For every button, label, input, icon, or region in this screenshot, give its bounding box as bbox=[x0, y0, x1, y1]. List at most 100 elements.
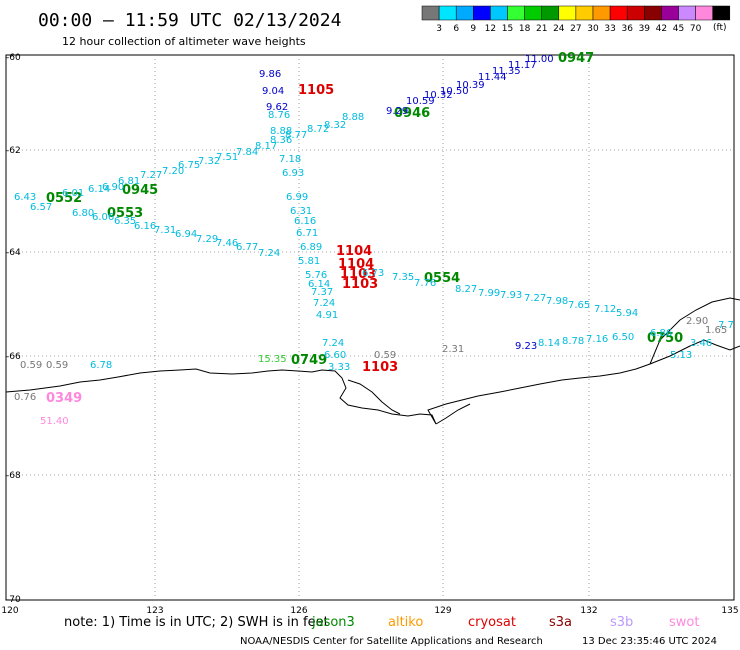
legend-swot: swot bbox=[669, 615, 699, 630]
colorbar-tick-label: 6 bbox=[453, 24, 459, 34]
wave-height-value: 6.43 bbox=[14, 192, 36, 203]
time-label: 1103 bbox=[340, 267, 376, 282]
lat-label: -62 bbox=[6, 146, 21, 156]
colorbar-tick-label: 36 bbox=[621, 24, 633, 34]
wave-height-value: 9.23 bbox=[515, 341, 537, 352]
time-label: 0750 bbox=[647, 331, 683, 346]
wave-height-value: 6.78 bbox=[90, 360, 112, 371]
wave-height-value: 7.76 bbox=[414, 278, 436, 289]
colorbar-tick-label: 18 bbox=[519, 24, 531, 34]
wave-height-value: 10.39 bbox=[456, 80, 485, 91]
wave-height-value: 7.27 bbox=[140, 170, 162, 181]
colorbar-swatch bbox=[575, 5, 594, 21]
wave-height-value: 11.00 bbox=[525, 54, 554, 65]
wave-height-value: 0.59 bbox=[374, 350, 396, 361]
lon-label: 132 bbox=[580, 606, 597, 616]
wave-height-value: 5.81 bbox=[298, 256, 320, 267]
wave-height-value: 5.94 bbox=[616, 308, 638, 319]
colorbar-swatch bbox=[678, 5, 696, 21]
colorbar-tick-label: 45 bbox=[673, 24, 684, 34]
wave-height-value: 8.32 bbox=[324, 120, 346, 131]
time-label: 0552 bbox=[46, 191, 82, 206]
wave-height-value: 9.04 bbox=[262, 86, 284, 97]
graticule bbox=[6, 55, 734, 600]
wave-height-value: 7.37 bbox=[311, 287, 333, 298]
colorbar-tick-label: 30 bbox=[587, 24, 599, 34]
wave-height-value: 6.73 bbox=[362, 268, 384, 279]
wave-height-value: 0.59 bbox=[20, 360, 42, 371]
wave-height-value: 9.86 bbox=[259, 69, 281, 80]
wave-height-value: 6.60 bbox=[324, 350, 346, 361]
wave-height-value: 4.91 bbox=[316, 310, 338, 321]
satellite-legend: jason3 altiko cryosat s3a s3b swot bbox=[311, 615, 699, 630]
wave-height-value: 6.94 bbox=[175, 229, 197, 240]
wave-height-value: 7.24 bbox=[322, 338, 344, 349]
wave-height-value: 8.78 bbox=[562, 336, 584, 347]
lon-label: 126 bbox=[290, 606, 307, 616]
wave-height-value: 10.32 bbox=[424, 90, 453, 101]
wave-height-value: 6.71 bbox=[296, 228, 318, 239]
wave-height-value: 8.76 bbox=[268, 110, 290, 121]
wave-height-value: 2.90 bbox=[686, 316, 708, 327]
colorbar-tick-label: 9 bbox=[470, 24, 476, 34]
wave-height-value: 7.31 bbox=[154, 225, 176, 236]
time-label: 1103 bbox=[342, 277, 378, 292]
colorbar-swatch bbox=[695, 5, 713, 21]
wave-height-value: 7.27 bbox=[524, 293, 546, 304]
colorbar-swatch bbox=[438, 5, 457, 21]
wave-height-value: 6.31 bbox=[290, 206, 312, 217]
footer-note: note: 1) Time is in UTC; 2) SWH is in fe… bbox=[64, 615, 329, 630]
wave-height-value: 6.14 bbox=[308, 279, 330, 290]
colorbar-unit: (ft) bbox=[713, 23, 727, 33]
colorbar-tick-label: 12 bbox=[485, 24, 496, 34]
wave-height-value: 51.40 bbox=[40, 416, 69, 427]
wave-height-value: 1.65 bbox=[705, 325, 727, 336]
wave-height-value: 11.44 bbox=[478, 72, 507, 83]
wave-height-value: 6.99 bbox=[286, 192, 308, 203]
wave-height-value: 7.84 bbox=[236, 147, 258, 158]
wave-height-value: 8.88 bbox=[342, 112, 364, 123]
map-subtitle: 12 hour collection of altimeter wave hei… bbox=[62, 35, 306, 48]
wave-height-value: 6.90 bbox=[102, 182, 124, 193]
lat-label: -66 bbox=[6, 352, 21, 362]
time-label: 1105 bbox=[298, 83, 334, 98]
colorbar-swatch bbox=[421, 5, 440, 21]
wave-height-value: 7.24 bbox=[258, 248, 280, 259]
wave-height-value: 6.89 bbox=[300, 242, 322, 253]
wave-height-value: 7.24 bbox=[313, 298, 335, 309]
colorbar-tick-label: 21 bbox=[536, 24, 547, 34]
legend-s3a: s3a bbox=[549, 615, 572, 630]
colorbar-swatch bbox=[644, 5, 662, 21]
time-label: 0554 bbox=[424, 271, 460, 286]
footer-credit: NOAA/NESDIS Center for Satellite Applica… bbox=[240, 636, 543, 647]
wave-height-value: 6.80 bbox=[72, 208, 94, 219]
wave-height-values: 11.0011.1711.3511.4410.3910.5010.3210.59… bbox=[14, 54, 734, 427]
colorbar-tick-label: 33 bbox=[604, 24, 615, 34]
colorbar-swatch bbox=[592, 5, 611, 21]
wave-height-value: 6.77 bbox=[236, 242, 258, 253]
wave-height-value: 7.93 bbox=[500, 290, 522, 301]
wave-height-value: 7.99 bbox=[478, 288, 500, 299]
wave-height-value: 7.35 bbox=[392, 272, 414, 283]
lat-label: -68 bbox=[6, 471, 21, 481]
wave-height-value: 6.06 bbox=[92, 212, 114, 223]
wave-height-value: 7.29 bbox=[196, 234, 218, 245]
time-label: 1103 bbox=[362, 360, 398, 375]
footer-timestamp: 13 Dec 23:35:46 UTC 2024 bbox=[582, 636, 717, 647]
wave-height-value: 0.59 bbox=[46, 360, 68, 371]
time-label: 0946 bbox=[394, 106, 430, 121]
wave-height-value: 6.16 bbox=[294, 216, 316, 227]
wave-height-value: 7.16 bbox=[586, 334, 608, 345]
wave-height-value: 6.57 bbox=[30, 202, 52, 213]
colorbar-swatch bbox=[473, 5, 491, 21]
wave-height-value: 7.20 bbox=[162, 166, 184, 177]
wave-height-value: 7.7 bbox=[718, 320, 734, 331]
wave-height-value: 10.50 bbox=[440, 86, 469, 97]
wave-height-value: 8.36 bbox=[270, 135, 292, 146]
colorbar-swatch bbox=[541, 5, 560, 21]
colorbar-swatch bbox=[609, 5, 628, 21]
wave-height-value: 9.62 bbox=[266, 102, 288, 113]
colorbar-tick-label: 3 bbox=[436, 24, 442, 34]
colorbar-swatch bbox=[524, 5, 542, 21]
wave-height-value: 6.50 bbox=[612, 332, 634, 343]
